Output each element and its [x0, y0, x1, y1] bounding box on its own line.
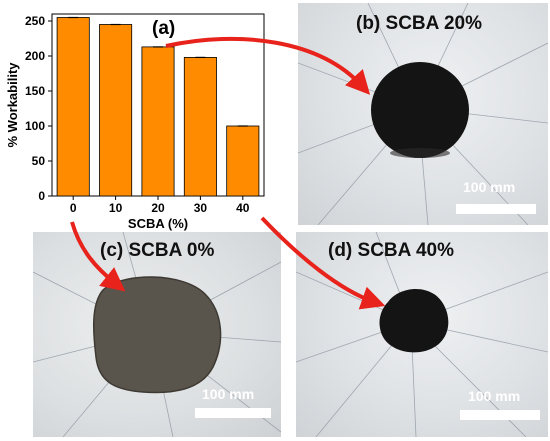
y-tick-label: 200	[25, 49, 45, 63]
mold-lines-b	[298, 3, 548, 225]
panel-label-d: (d) SCBA 40%	[328, 240, 454, 261]
mortar-spread-c	[92, 276, 222, 394]
photo-panel-d: (d) SCBA 40% 100 mm	[296, 232, 548, 437]
y-axis-title: % Workability	[5, 62, 20, 148]
panel-label-c: (c) SCBA 0%	[100, 240, 215, 261]
mortar-spread-d	[379, 288, 449, 353]
y-tick-label: 250	[25, 14, 45, 28]
scale-text-c: 100 mm	[202, 386, 255, 402]
mortar-spread-b	[371, 62, 469, 158]
x-tick-label: 20	[151, 201, 165, 215]
x-tick-label: 30	[194, 201, 208, 215]
y-tick-label: 0	[38, 189, 45, 203]
x-tick-label: 0	[70, 201, 77, 215]
panel-label-a: (a)	[152, 18, 175, 39]
x-tick-label: 40	[236, 201, 250, 215]
mold-lines-c	[33, 232, 281, 437]
mold-lines-d	[296, 232, 548, 437]
y-tick-label: 100	[25, 119, 45, 133]
x-tick-label: 10	[109, 201, 123, 215]
bar-30	[183, 57, 217, 197]
bar-40	[226, 125, 260, 197]
bar-20	[141, 46, 175, 197]
scale-bar-b	[456, 204, 536, 214]
y-tick-label: 150	[25, 84, 45, 98]
photo-panel-c: (c) SCBA 0% 100 mm	[33, 232, 281, 437]
scale-bar-d	[460, 410, 540, 420]
x-axis-title: SCBA (%)	[128, 216, 188, 231]
bar-10	[99, 24, 133, 197]
photo-panel-b: (b) SCBA 20% 100 mm	[298, 3, 548, 225]
scale-text-d: 100 mm	[468, 388, 521, 404]
panel-label-b: (b) SCBA 20%	[356, 13, 482, 34]
bar-0	[56, 17, 90, 197]
scale-bar-c	[195, 408, 271, 418]
y-tick-label: 50	[32, 154, 46, 168]
scale-text-b: 100 mm	[463, 179, 516, 195]
